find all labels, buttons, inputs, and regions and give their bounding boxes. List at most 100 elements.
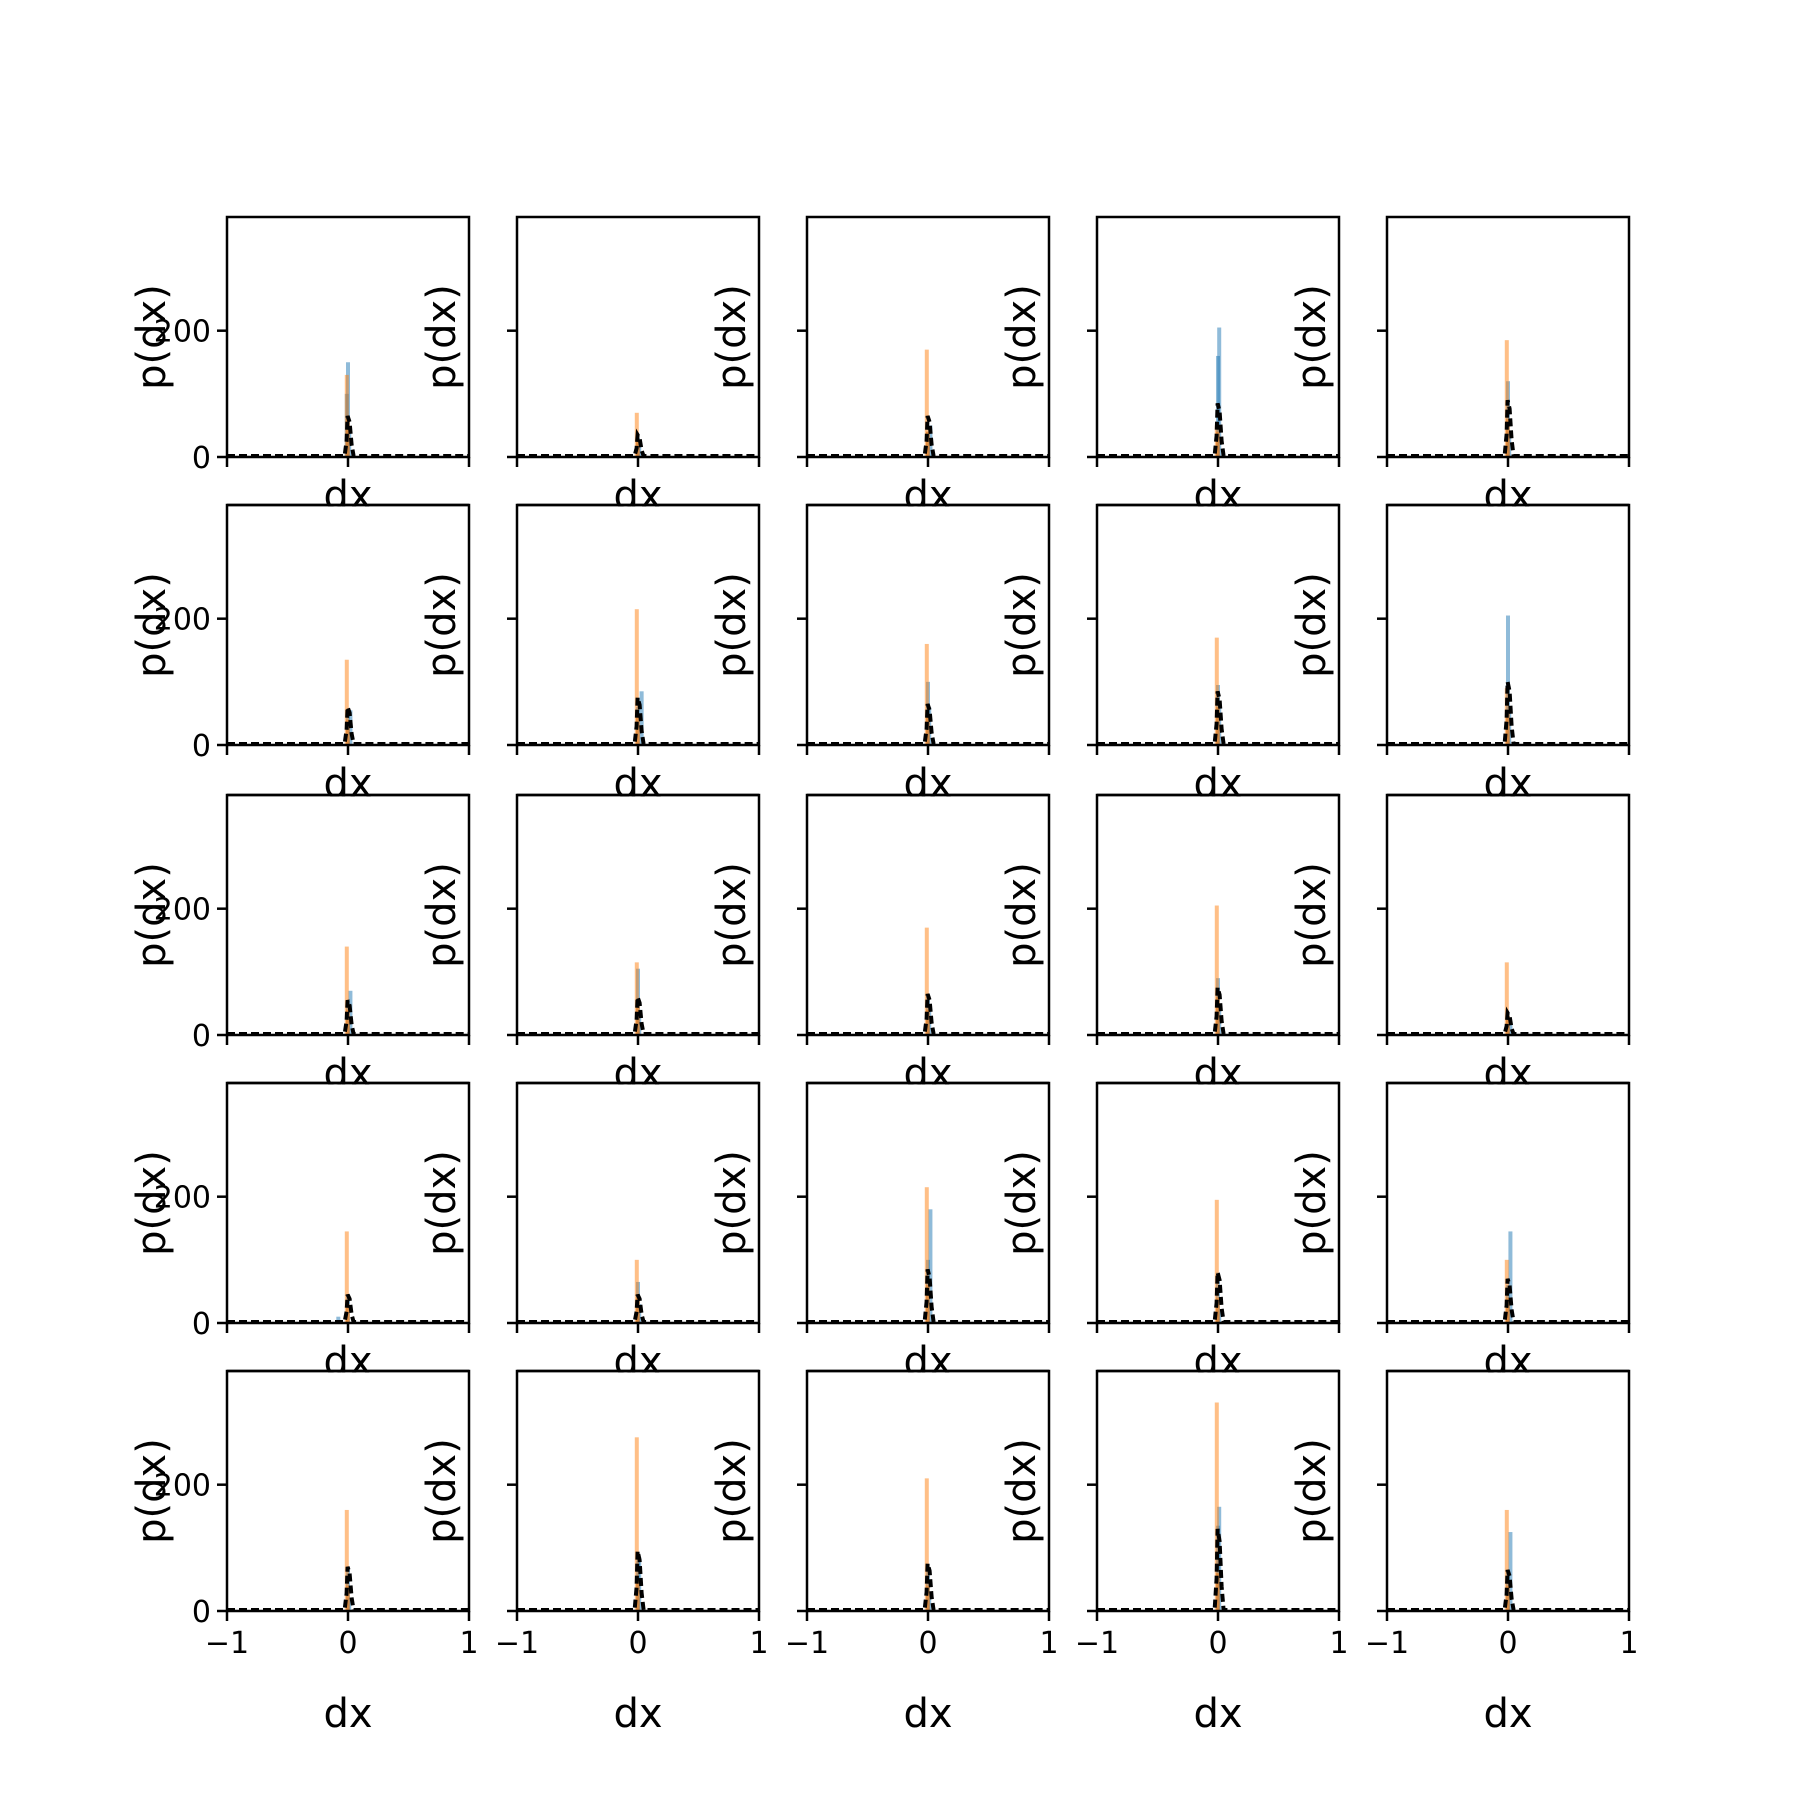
subplot-grid: 0200p(dx)dxp(dx)dxp(dx)dxp(dx)dxp(dx)dx0… (129, 215, 1639, 1737)
subplot-r4-c3: p(dx) dx −1 0 1 (999, 1369, 1349, 1737)
hist-b-bar (1504, 962, 1509, 1035)
subplot-r3-c2: p(dx)dx (709, 1081, 1051, 1385)
hist-b-bar (346, 719, 350, 745)
density-curve (1387, 681, 1629, 746)
x-axis-label: dx (1483, 1691, 1532, 1737)
x-axis-label: dx (323, 1691, 372, 1737)
hist-b-bar (344, 659, 349, 745)
y-axis-label: p(dx) (999, 572, 1045, 678)
y-axis-label: p(dx) (709, 1438, 755, 1544)
hist-b-bar (926, 1009, 930, 1035)
y-axis-label: p(dx) (709, 572, 755, 678)
subplot-r0-c4: p(dx)dx (1289, 215, 1631, 519)
y-axis-label: p(dx) (709, 284, 755, 390)
x-axis-label: dx (1193, 1691, 1242, 1737)
y-axis-label: p(dx) (129, 1438, 175, 1544)
x-tick-label: 1 (749, 1626, 768, 1661)
panel-top-mask (228, 796, 468, 827)
panel-top-mask (1098, 506, 1338, 537)
hist-b-bar (924, 643, 929, 745)
hist-b-bar (1216, 431, 1220, 457)
x-tick-label: 0 (1498, 1626, 1517, 1661)
hist-b-bar (634, 962, 639, 1035)
density-curve (807, 415, 1049, 458)
hist-b-bar (926, 431, 930, 457)
x-tick-label: −1 (205, 1626, 249, 1661)
density-curve (517, 428, 759, 458)
hist-a-bar (1506, 615, 1510, 745)
x-axis-label: dx (613, 1691, 662, 1737)
x-tick-label: 1 (1329, 1626, 1348, 1661)
y-axis-label: p(dx) (129, 862, 175, 968)
hist-b-bar (344, 946, 349, 1035)
panel-top-mask (808, 506, 1048, 537)
hist-b-bar (1504, 340, 1509, 457)
panel-top-mask (518, 1372, 758, 1403)
hist-a-bar (1508, 1022, 1513, 1035)
y-axis-label: p(dx) (419, 572, 465, 678)
density-curve (1097, 987, 1339, 1036)
hist-a-bar (336, 1316, 341, 1323)
subplot-r4-c4: p(dx) dx −1 0 1 (1289, 1369, 1639, 1737)
y-tick-label: 0 (192, 1307, 211, 1342)
density-curve (227, 706, 469, 746)
y-axis-label: p(dx) (999, 284, 1045, 390)
y-axis-label: p(dx) (999, 1150, 1045, 1256)
panel-top-mask (228, 506, 468, 537)
density-curve (807, 1268, 1049, 1324)
density-curve (807, 703, 1049, 746)
panel-top-mask (1098, 796, 1338, 827)
density-curve (1387, 1569, 1629, 1612)
density-curve (1387, 1006, 1629, 1036)
y-axis-label: p(dx) (1289, 862, 1335, 968)
hist-b-bar (1214, 1199, 1219, 1323)
y-axis-label: p(dx) (999, 862, 1045, 968)
panel-top-mask (1388, 506, 1628, 537)
panel-top-mask (1388, 1372, 1628, 1403)
hist-b-bar (344, 1509, 349, 1611)
panel-top-mask (808, 1084, 1048, 1115)
density-curve (227, 999, 469, 1036)
subplot-r3-c3: p(dx)dx (999, 1081, 1341, 1385)
hist-b-bar (346, 1585, 350, 1611)
density-curve (807, 993, 1049, 1036)
density-curve (1387, 1278, 1629, 1324)
hist-b-bar (924, 1187, 929, 1323)
hist-b-bar (926, 1585, 930, 1611)
x-tick-label: 0 (628, 1626, 647, 1661)
x-tick-label: −1 (1365, 1626, 1409, 1661)
x-tick-label: −1 (785, 1626, 829, 1661)
x-tick-label: −1 (1075, 1626, 1119, 1661)
hist-b-bar (1506, 1585, 1510, 1611)
density-curve (517, 996, 759, 1036)
hist-a-bar (348, 990, 353, 1035)
x-tick-label: 1 (1039, 1626, 1058, 1661)
y-axis-label: p(dx) (419, 284, 465, 390)
hist-b-bar (1216, 1297, 1220, 1323)
y-tick-label: 0 (192, 729, 211, 764)
y-tick-label: 0 (192, 441, 211, 476)
x-tick-label: −1 (495, 1626, 539, 1661)
panel-top-mask (808, 796, 1048, 827)
density-curve (807, 1563, 1049, 1612)
y-tick-label: 200 (154, 1469, 211, 1504)
y-axis-label: p(dx) (709, 862, 755, 968)
y-tick-label: 200 (154, 1181, 211, 1216)
hist-a-bar (1508, 1532, 1513, 1611)
y-axis-label: p(dx) (419, 862, 465, 968)
panel-top-mask (1388, 1084, 1628, 1115)
y-axis-label: p(dx) (1289, 1438, 1335, 1544)
subplot-r4-c1: p(dx) dx −1 0 1 (419, 1369, 769, 1737)
x-tick-label: 1 (459, 1626, 478, 1661)
panel-top-mask (228, 1084, 468, 1115)
hist-a-bar (1508, 1231, 1513, 1323)
density-curve (1097, 1528, 1339, 1612)
hist-b-bar (924, 349, 929, 457)
panel-top-mask (1098, 1084, 1338, 1115)
y-axis-label: p(dx) (419, 1438, 465, 1544)
subplot-r0-c1: p(dx)dx (419, 215, 761, 519)
y-axis-label: p(dx) (419, 1150, 465, 1256)
